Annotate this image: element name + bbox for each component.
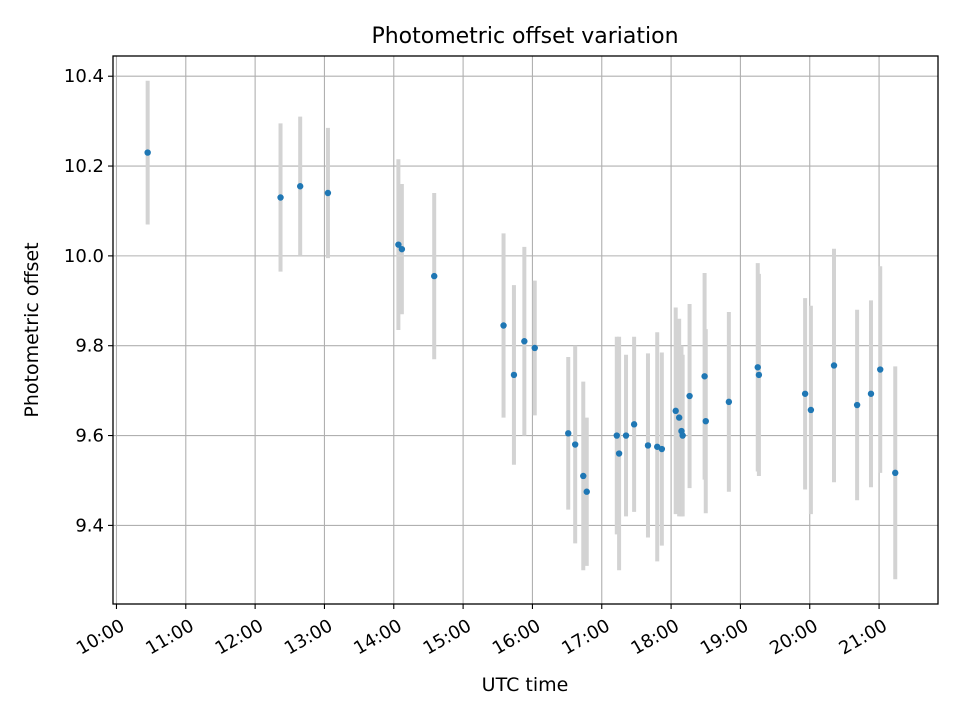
plot-area-frame bbox=[112, 55, 939, 605]
data-point bbox=[144, 149, 151, 156]
data-point bbox=[701, 373, 708, 380]
data-point bbox=[613, 432, 620, 439]
data-point bbox=[431, 272, 438, 280]
x-tick-label: 21:00 bbox=[836, 615, 891, 659]
x-tick-label: 10:00 bbox=[73, 615, 128, 659]
y-tick-label: 10.0 bbox=[64, 246, 104, 267]
x-tick-label: 19:00 bbox=[697, 615, 752, 659]
data-point bbox=[630, 421, 638, 428]
x-tick-label: 16:00 bbox=[489, 615, 544, 659]
data-point bbox=[510, 371, 518, 379]
x-tick-label: 20:00 bbox=[766, 615, 821, 659]
y-tick-label: 9.8 bbox=[75, 336, 104, 357]
data-point bbox=[296, 183, 304, 190]
chart-title: Photometric offset variation bbox=[371, 24, 678, 49]
data-point bbox=[755, 371, 763, 379]
data-point bbox=[531, 344, 538, 352]
data-point bbox=[877, 366, 884, 373]
data-point bbox=[867, 390, 875, 397]
x-tick-label: 17:00 bbox=[558, 615, 613, 659]
x-tick-label: 15:00 bbox=[420, 615, 475, 659]
data-point bbox=[892, 469, 899, 477]
data-point bbox=[521, 338, 528, 345]
data-point bbox=[615, 450, 623, 457]
error-bars bbox=[145, 80, 898, 580]
x-axis-label: UTC time bbox=[482, 674, 569, 696]
y-axis-ticks: 9.4 9.6 9.8 10.0 10.2 10.4 bbox=[64, 66, 113, 536]
data-point bbox=[675, 414, 683, 421]
x-axis-ticks: 10:00 11:00 12:00 13:00 14:00 15:00 16:00 17:00… bbox=[73, 604, 891, 659]
x-tick-label: 14:00 bbox=[350, 615, 405, 659]
data-point bbox=[622, 432, 630, 439]
data-point bbox=[830, 362, 838, 369]
data-point bbox=[754, 364, 761, 371]
data-point bbox=[565, 430, 572, 437]
data-point bbox=[583, 488, 590, 495]
data-point bbox=[571, 441, 579, 448]
data-point bbox=[500, 322, 507, 329]
data-point bbox=[658, 445, 666, 453]
y-tick-label: 10.4 bbox=[64, 66, 104, 87]
data-point bbox=[679, 432, 686, 439]
data-point bbox=[277, 194, 284, 201]
data-point bbox=[324, 189, 332, 197]
y-axis-label: Photometric offset bbox=[21, 242, 43, 417]
data-point bbox=[672, 407, 679, 415]
data-point bbox=[398, 245, 406, 253]
data-point bbox=[580, 472, 587, 480]
data-point bbox=[395, 241, 402, 248]
y-tick-label: 9.6 bbox=[75, 426, 104, 447]
data-point bbox=[686, 392, 693, 400]
data-point bbox=[853, 401, 861, 409]
data-points bbox=[144, 149, 899, 495]
y-tick-label: 10.2 bbox=[64, 156, 104, 177]
x-tick-label: 11:00 bbox=[142, 615, 197, 659]
data-point bbox=[702, 417, 709, 425]
data-point bbox=[725, 398, 733, 406]
x-tick-label: 13:00 bbox=[281, 615, 336, 659]
y-tick-label: 9.4 bbox=[75, 515, 104, 536]
data-point bbox=[807, 406, 815, 414]
x-tick-label: 12:00 bbox=[212, 615, 267, 659]
data-point bbox=[644, 442, 652, 449]
data-point bbox=[801, 390, 809, 397]
x-tick-label: 18:00 bbox=[628, 615, 683, 659]
